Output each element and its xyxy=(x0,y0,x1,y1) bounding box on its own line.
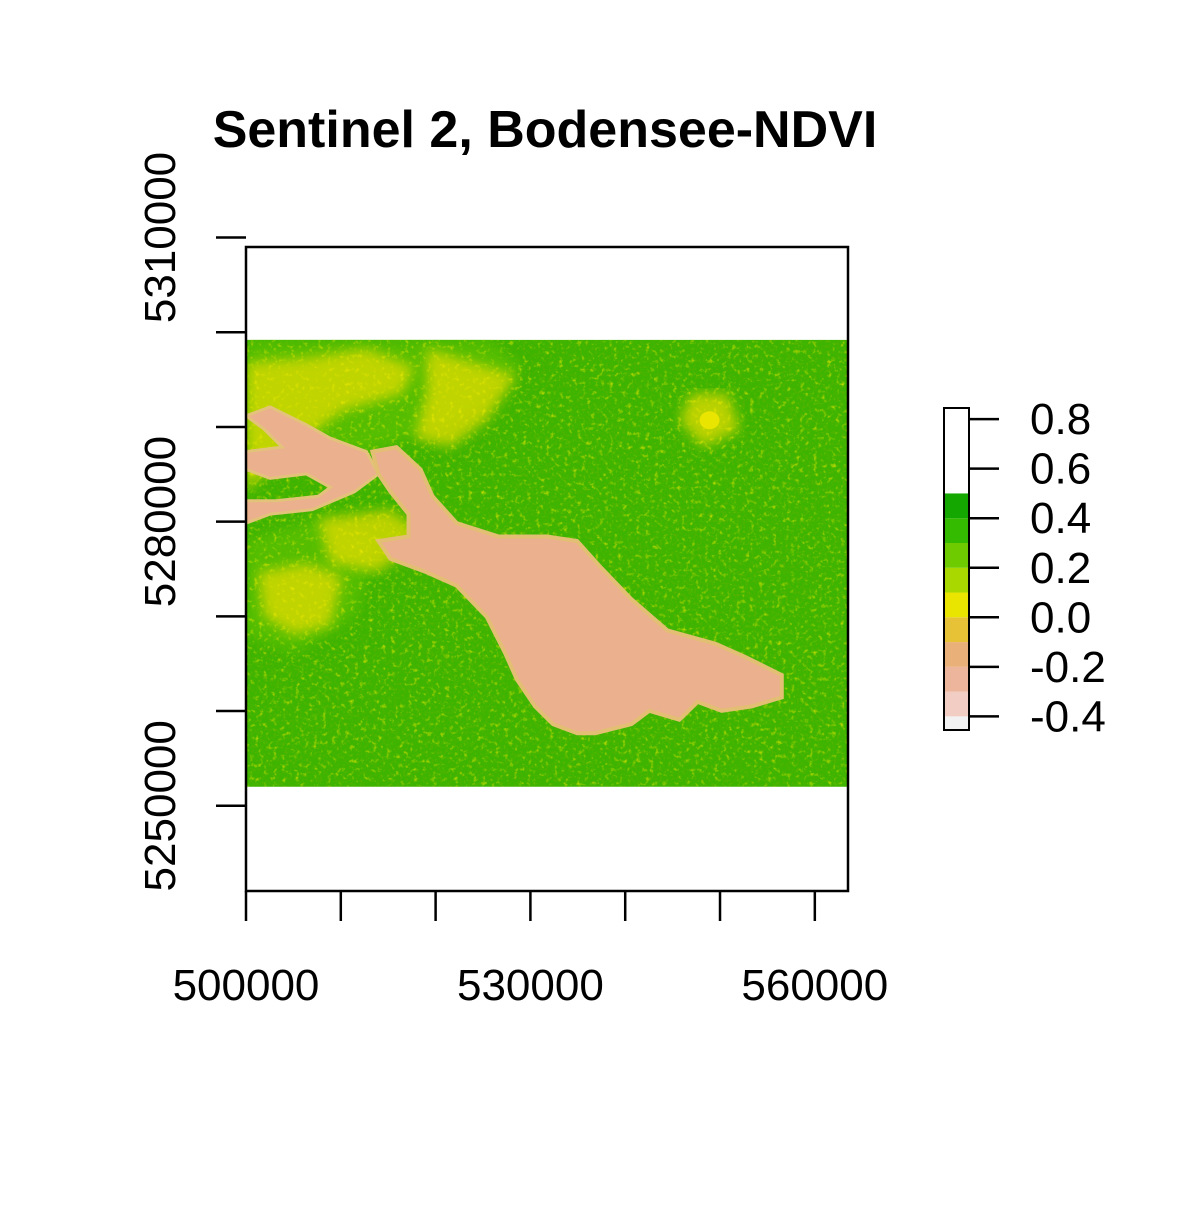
x-tick-label: 560000 xyxy=(741,961,888,1010)
y-tick-label: 5310000 xyxy=(136,152,185,323)
legend-color-swatch xyxy=(944,542,969,568)
lake-main-basin xyxy=(369,444,784,736)
y-tick-label: 5280000 xyxy=(136,436,185,607)
chart-title: Sentinel 2, Bodensee-NDVI xyxy=(213,101,878,159)
legend-tick-label: -0.2 xyxy=(1030,643,1106,692)
legend-tick-label: 0.6 xyxy=(1030,445,1091,494)
legend-tick-label: 0.8 xyxy=(1030,395,1091,444)
legend-color-swatch xyxy=(944,592,969,618)
legend-color-swatch xyxy=(944,617,969,643)
legend-color-swatch xyxy=(944,642,969,667)
x-tick-label: 530000 xyxy=(457,961,604,1010)
legend-tick-label: -0.4 xyxy=(1030,692,1106,741)
sparse-spot xyxy=(699,411,720,430)
x-tick-label: 500000 xyxy=(173,961,320,1010)
x-axis: 500000 530000 560000 xyxy=(173,891,888,1010)
color-legend: -0.4-0.20.00.20.40.60.8 xyxy=(943,395,1106,741)
legend-color-swatch xyxy=(944,518,969,543)
legend-tick-label: 0.0 xyxy=(1030,593,1091,642)
y-tick-label: 5250000 xyxy=(136,720,185,891)
legend-color-swatch xyxy=(944,493,969,519)
legend-color-swatch xyxy=(944,666,969,692)
legend-color-swatch xyxy=(944,567,969,593)
legend-color-swatch xyxy=(944,691,969,717)
plot-frame xyxy=(244,245,850,893)
legend-tick-label: 0.4 xyxy=(1030,494,1091,543)
legend-tick-label: 0.2 xyxy=(1030,544,1091,593)
lake-western-arm xyxy=(246,405,381,525)
ndvi-raster xyxy=(246,339,848,787)
y-axis: 5250000 5280000 5310000 xyxy=(136,152,246,891)
legend-color-swatch xyxy=(944,716,969,730)
